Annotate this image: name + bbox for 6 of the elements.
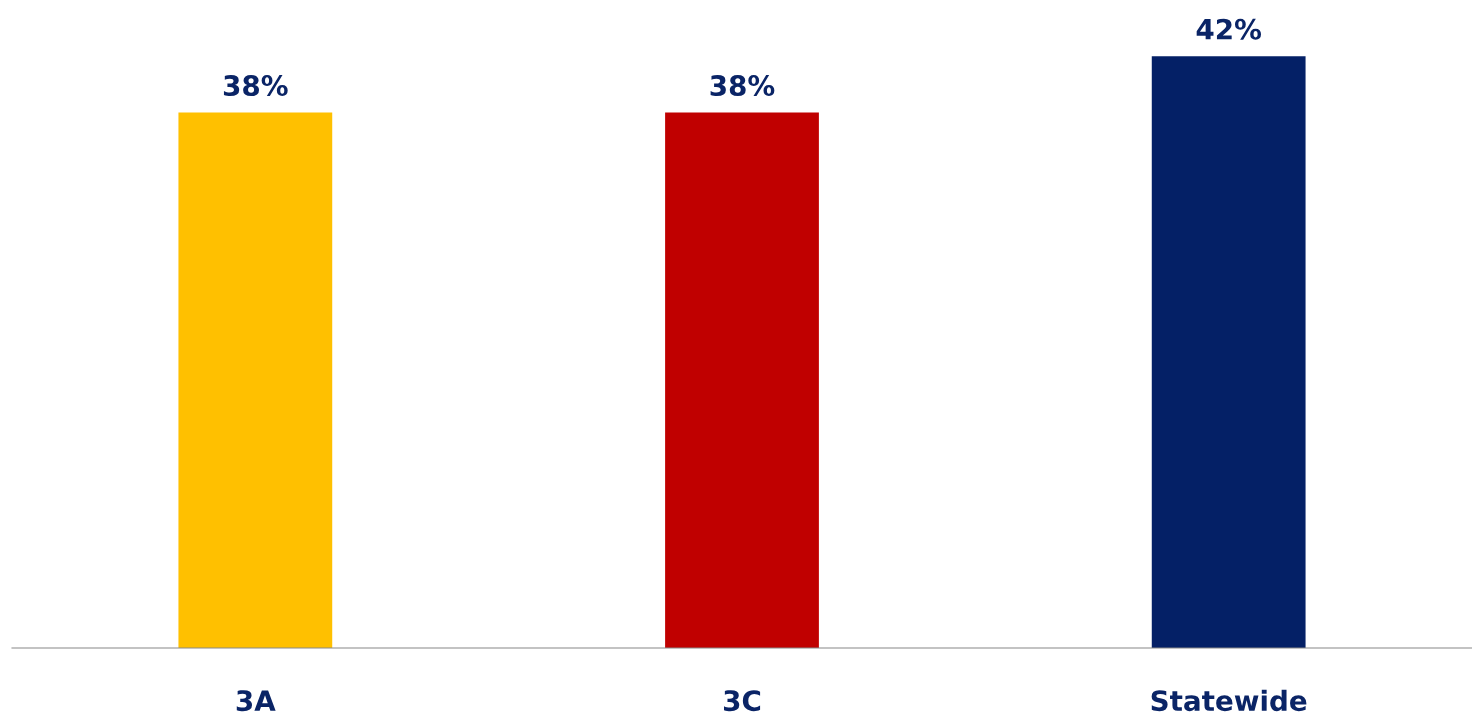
data-label: 42% [1196, 18, 1262, 40]
data-label: 38% [710, 75, 775, 97]
x-tick-label: 3C [724, 690, 761, 712]
x-tick-label: Statewide [1151, 689, 1307, 712]
x-tick-label: 3A [236, 690, 276, 712]
data-label: 38% [223, 75, 288, 97]
